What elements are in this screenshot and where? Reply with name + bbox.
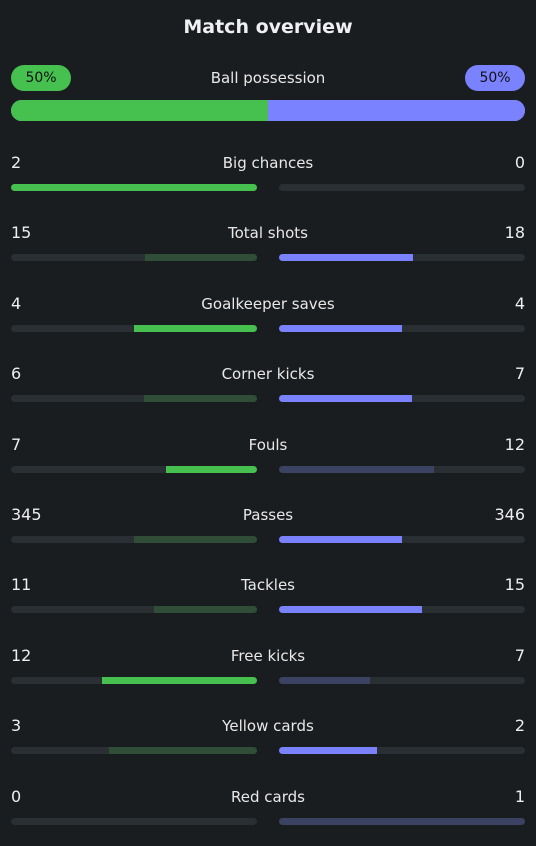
stat-label: Free kicks [230,646,306,665]
stat-row: 2 Big chances 0 [11,152,525,196]
away-stat-value: 0 [514,153,525,172]
possession-label: Ball possession [210,69,326,87]
away-stat-bar [279,606,422,614]
home-stat-track [11,747,257,755]
possession-header: 50% Ball possession 50% [11,65,525,91]
away-stat-bar [279,395,412,403]
home-stat-value: 3 [11,716,22,736]
stat-label: Goalkeeper saves [201,294,335,313]
away-stat-bar [279,747,378,755]
away-stat-value: 346 [494,505,525,524]
home-stat-track [11,676,257,684]
away-stat-value: 15 [504,575,525,595]
possession-bar [11,100,525,121]
home-stat-value: 345 [11,505,42,524]
home-stat-bar [102,676,257,684]
home-stat-bar [153,606,257,614]
stat-label: Tackles [240,576,296,595]
stat-label: Red cards [231,787,305,806]
home-possession-badge: 50% [11,65,71,91]
home-stat-bar [165,465,257,473]
stat-row: 11 Tackles 15 [11,574,525,618]
home-stat-value: 12 [11,645,32,665]
away-stat-value: 2 [514,716,525,736]
home-stat-bar [11,184,257,191]
away-stat-value: 12 [504,434,525,454]
away-stat-track [279,254,525,262]
away-stat-track [279,184,525,191]
home-stat-track [11,395,257,403]
home-stat-bar [109,747,257,755]
home-stat-track [11,465,257,473]
stat-row: 15 Total shots 18 [11,222,525,266]
stat-row: 7 Fouls 12 [11,434,525,478]
home-stat-bar [134,324,257,332]
away-stat-bar [279,817,525,825]
home-stat-value: 15 [11,223,32,243]
away-stat-value: 4 [514,293,525,313]
away-stat-track [279,465,525,473]
stat-row: 4 Goalkeeper saves 4 [11,293,525,337]
stat-label: Passes [242,506,294,524]
panel-title: Match overview [183,16,353,38]
home-stat-track [11,606,257,614]
home-stat-bar [143,395,257,403]
away-stat-track [279,395,525,403]
home-stat-value: 6 [11,364,22,384]
away-stat-bar [279,324,402,332]
away-stat-track [279,536,525,543]
home-stat-track [11,184,257,191]
home-stat-track [11,536,257,543]
stat-label: Yellow cards [222,717,314,736]
home-stat-value: 11 [11,575,32,595]
home-stat-bar [145,254,257,262]
away-possession-segment [268,100,525,121]
away-stat-bar [279,536,402,543]
home-stat-value: 7 [11,434,22,454]
stat-label: Corner kicks [221,365,315,384]
home-stat-bar [134,536,257,543]
away-stat-value: 18 [504,223,525,243]
away-possession-badge: 50% [465,65,525,91]
stat-row: 345 Passes 346 [11,504,525,548]
stat-row: 6 Corner kicks 7 [11,363,525,407]
home-possession-segment [11,100,268,121]
stat-row: 12 Free kicks 7 [11,645,525,689]
home-stat-track [11,817,257,825]
home-stat-track [11,324,257,332]
home-stat-track [11,254,257,262]
stat-label: Total shots [228,224,308,243]
away-stat-bar [279,465,434,473]
away-stat-value: 1 [514,786,525,806]
stat-row: 3 Yellow cards 2 [11,715,525,759]
stat-label: Big chances [222,154,314,172]
away-stat-bar [279,676,371,684]
away-stat-track [279,324,525,332]
home-stat-value: 0 [11,786,22,806]
away-stat-track [279,606,525,614]
away-stat-track [279,676,525,684]
stat-row: 0 Red cards 1 [11,786,525,830]
away-stat-track [279,747,525,755]
away-stat-bar [279,254,414,262]
home-stat-value: 2 [11,153,22,172]
home-stat-value: 4 [11,293,22,313]
away-stat-track [279,817,525,825]
stat-label: Fouls [248,435,288,454]
away-stat-value: 7 [514,645,525,665]
away-stat-value: 7 [514,364,525,384]
